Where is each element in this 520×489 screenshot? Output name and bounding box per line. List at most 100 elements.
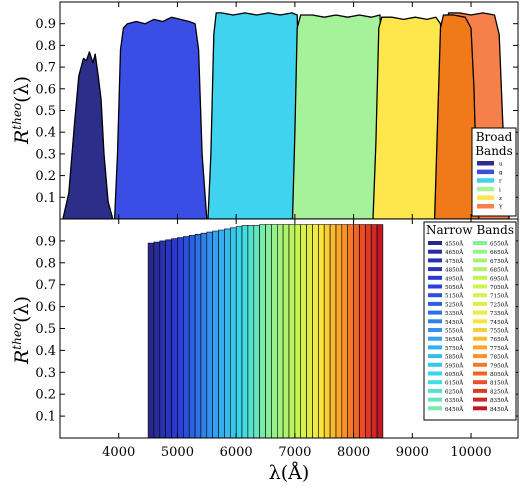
top-y-tick-label: 0.1: [35, 191, 56, 206]
narrow-band-6150Å: [241, 225, 249, 438]
narrow-band-7650Å: [329, 224, 337, 438]
narrow-legend-swatch: [473, 319, 487, 324]
broad-legend-label-g: g: [499, 170, 503, 176]
narrow-legend-label: 5450Å: [445, 318, 464, 326]
narrow-legend-label: 8050Å: [490, 370, 509, 378]
narrow-legend-swatch: [473, 397, 487, 402]
narrow-legend-swatch: [428, 301, 442, 306]
broad-band-z-curve: [372, 16, 446, 219]
top-y-ticks: 0.1 0.2 0.3 0.4 0.5 0.6 0.7 0.8 0.9: [35, 2, 518, 219]
narrow-legend-label: 6650Å: [490, 248, 509, 256]
narrow-band-7550Å: [323, 224, 331, 438]
narrow-legend-swatch: [428, 328, 442, 332]
narrow-legend-label: 7150Å: [490, 292, 509, 300]
broad-band-i-curve: [291, 14, 388, 219]
narrow-band-5250Å: [188, 235, 196, 438]
narrow-band-5150Å: [183, 236, 190, 438]
narrow-legend-swatch: [428, 275, 442, 280]
narrow-legend-label: 7550Å: [490, 327, 509, 335]
narrow-band-4850Å: [165, 239, 172, 438]
narrow-legend-swatch: [428, 267, 442, 272]
x-tick-label: 5000: [161, 445, 194, 460]
narrow-band-4950Å: [171, 238, 178, 438]
narrow-band-6950Å: [288, 224, 296, 438]
top-y-tick-label: 0.5: [35, 104, 56, 119]
narrow-legend-label: 8450Å: [490, 405, 509, 413]
narrow-band-8050Å: [353, 224, 360, 438]
narrow-legend-swatch: [428, 336, 442, 341]
narrow-band-7050Å: [294, 224, 301, 438]
narrow-legend-label: 7250Å: [490, 300, 509, 308]
narrow-legend-label: 6850Å: [490, 266, 509, 274]
top-y-tick-label: 0.2: [35, 169, 56, 184]
narrow-legend-label: 7050Å: [490, 283, 509, 291]
narrow-band-6550Å: [265, 224, 272, 438]
narrow-legend-swatch: [473, 380, 487, 385]
narrow-band-6350Å: [253, 225, 260, 438]
top-y-axis-label: Rtheo(λ): [10, 76, 33, 145]
narrow-legend-swatch: [428, 310, 442, 315]
top-band-fills: [62, 12, 510, 219]
narrow-legend-swatch: [473, 388, 487, 393]
narrow-band-4750Å: [159, 240, 166, 438]
narrow-legend-swatch: [473, 249, 487, 254]
bottom-y-ticks: 0.1 0.2 0.3 0.4 0.5 0.6 0.7 0.8 0.9: [35, 234, 518, 425]
broad-legend-swatch-u: [477, 161, 494, 166]
narrow-legend-swatch: [428, 388, 442, 393]
x-axis-label: λ(Å): [269, 462, 310, 484]
narrow-legend-swatch: [428, 345, 442, 350]
narrow-legend-label: 8150Å: [490, 379, 509, 387]
broad-band-g-curve: [113, 16, 208, 219]
bottom-y-tick-label: 0.3: [35, 366, 56, 381]
narrow-legend-swatch: [428, 249, 442, 254]
narrow-legend-label: 5850Å: [445, 353, 464, 361]
top-y-tick-label: 0.9: [35, 17, 56, 32]
narrow-legend-swatch: [473, 241, 487, 245]
bottom-y-tick-label: 0.8: [35, 256, 56, 271]
top-y-tick-label: 0.3: [35, 147, 56, 162]
x-tick-label: 4000: [102, 445, 135, 460]
bottom-panel: 0.1 0.2 0.3 0.4 0.5 0.6 0.7 0.8 0.9 4000 5000 6000…: [10, 218, 519, 484]
narrow-legend-swatch: [428, 319, 442, 324]
broad-legend-label-r: r: [499, 179, 502, 185]
narrow-legend-swatch: [473, 371, 487, 376]
x-tick-label: 8000: [337, 445, 370, 460]
bottom-y-tick-label: 0.7: [35, 278, 56, 293]
narrow-legend-swatch: [428, 362, 442, 367]
narrow-legend-swatch: [473, 354, 487, 359]
bottom-y-tick-label: 0.1: [35, 410, 56, 425]
narrow-band-6050Å: [235, 226, 243, 438]
narrow-legend-label: 4650Å: [445, 248, 464, 256]
narrow-band-6450Å: [259, 224, 266, 438]
narrow-legend-label: 7850Å: [490, 353, 509, 361]
narrow-band-5550Å: [206, 231, 213, 438]
x-ticks: 4000 5000 6000 7000 8000 9000 10000: [102, 219, 492, 460]
narrow-legend-label: 6250Å: [445, 387, 464, 395]
narrow-band-5750Å: [218, 229, 225, 438]
narrow-legend-label: 7650Å: [490, 335, 509, 343]
broad-legend-label-i: i: [499, 187, 501, 193]
narrow-legend-label: 6150Å: [445, 379, 464, 387]
narrow-legend-swatch: [428, 406, 442, 411]
narrow-legend-swatch: [473, 258, 487, 263]
narrow-legend-label: 5050Å: [445, 283, 464, 291]
bottom-y-tick-label: 0.5: [35, 322, 56, 337]
narrow-legend-swatch: [428, 258, 442, 263]
narrow-legend-swatch: [428, 241, 442, 245]
bottom-y-tick-label: 0.2: [35, 388, 56, 403]
narrow-legend-swatch: [473, 293, 487, 298]
narrow-legend-title: Narrow Bands: [426, 223, 514, 237]
narrow-legend-swatch: [473, 267, 487, 272]
narrow-band-7450Å: [318, 224, 325, 438]
narrow-band-4550Å: [147, 242, 155, 438]
narrow-band-5050Å: [177, 237, 184, 438]
narrow-legend-swatch: [473, 406, 487, 411]
narrow-legend-label: 5150Å: [445, 292, 464, 300]
broad-legend-title: Bands: [475, 144, 513, 158]
broad-legend-label-z: z: [499, 196, 502, 202]
narrow-legend-swatch: [473, 328, 487, 332]
narrow-legend-label: 5550Å: [445, 327, 464, 335]
narrow-legend-label: 4750Å: [445, 257, 464, 265]
narrow-legend-label: 6950Å: [490, 274, 509, 282]
